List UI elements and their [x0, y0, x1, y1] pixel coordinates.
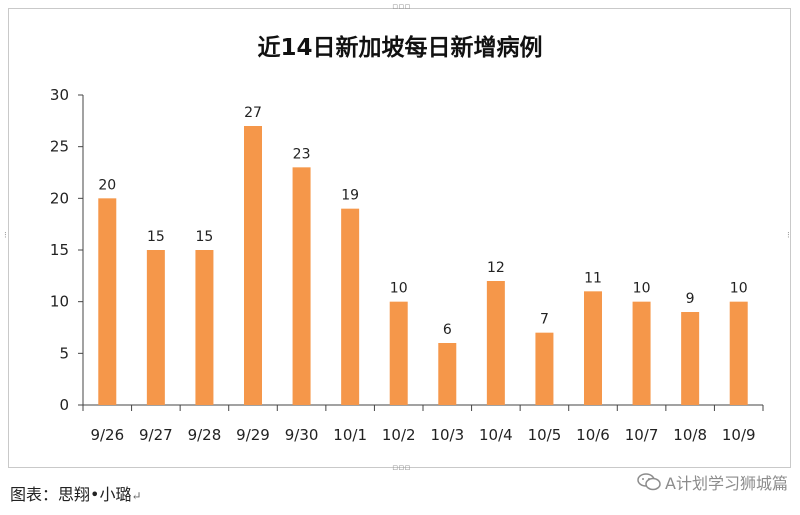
x-tick-label: 9/26	[90, 426, 124, 444]
bar	[486, 281, 505, 405]
data-label: 10	[633, 281, 651, 297]
bar	[292, 167, 311, 405]
bar	[535, 332, 554, 405]
x-tick-label: 10/2	[382, 426, 416, 444]
data-label: 11	[584, 270, 602, 286]
wechat-icon	[637, 473, 661, 491]
x-tick-label: 9/30	[285, 426, 319, 444]
x-tick-label: 10/9	[722, 426, 756, 444]
x-tick-label: 10/8	[673, 426, 707, 444]
bar-chart: 近14日新加坡每日新增病例 0 5 10 15 20 25 30 9/26 9/27 9/28 9/…	[50, 34, 764, 444]
data-label: 9	[686, 291, 695, 307]
bar	[98, 198, 117, 405]
y-tick-label: 5	[59, 344, 69, 362]
bar	[632, 301, 651, 405]
data-label: 10	[730, 281, 748, 297]
data-label: 20	[98, 177, 116, 193]
x-tick-label: 10/3	[430, 426, 464, 444]
y-tick-label: 25	[50, 138, 69, 156]
resize-handle-bottom[interactable]: ▫▫▫	[392, 463, 411, 473]
y-tick-label: 15	[50, 241, 69, 259]
axes: 0 5 10 15 20 25 30 9/26 9/27 9/28 9/29 9/30 10/1 10/2…	[50, 86, 764, 444]
bar	[146, 250, 165, 405]
watermark: A计划学习狮城篇	[637, 470, 788, 494]
figure-caption: 图表：思翔•小璐↵	[10, 481, 142, 505]
caption-text: 图表：思翔•小璐	[10, 485, 132, 504]
y-tick-label: 10	[50, 293, 69, 311]
bars	[98, 126, 748, 405]
chart-title: 近14日新加坡每日新增病例	[257, 34, 542, 61]
x-tick-label: 10/1	[333, 426, 367, 444]
watermark-text: A计划学习狮城篇	[665, 474, 788, 493]
resize-handle-top[interactable]: ▫▫▫	[392, 2, 411, 12]
data-label: 15	[196, 229, 214, 245]
data-labels: 20 15 15 27 23 19 10 6 12 7 11 10 9 10	[98, 105, 747, 338]
x-tick-label: 9/29	[236, 426, 270, 444]
resize-handle-left[interactable]: ⁝	[4, 231, 7, 241]
data-label: 7	[540, 312, 549, 328]
bar	[584, 291, 602, 405]
bar	[389, 301, 408, 405]
bar	[341, 208, 360, 405]
data-label: 10	[390, 281, 408, 297]
bar	[438, 343, 457, 405]
data-label: 6	[443, 322, 452, 338]
y-tick-label: 20	[50, 189, 69, 207]
y-tick-label: 30	[50, 86, 69, 104]
x-tick-label: 10/5	[528, 426, 562, 444]
data-label: 15	[147, 229, 165, 245]
bar	[681, 312, 700, 405]
data-label: 19	[341, 188, 359, 204]
x-tick-label: 9/27	[139, 426, 173, 444]
y-tick-label: 0	[59, 396, 69, 414]
data-label: 23	[293, 146, 311, 162]
data-label: 27	[244, 105, 262, 121]
data-label: 12	[487, 260, 505, 276]
bar	[729, 301, 748, 405]
x-tick-label: 10/4	[479, 426, 513, 444]
return-mark: ↵	[131, 489, 142, 503]
resize-handle-right[interactable]: ⁝	[787, 231, 790, 241]
bar	[244, 126, 262, 405]
x-tick-label: 9/28	[188, 426, 222, 444]
bar	[195, 250, 214, 405]
x-tick-label: 10/6	[576, 426, 610, 444]
x-tick-label: 10/7	[625, 426, 659, 444]
